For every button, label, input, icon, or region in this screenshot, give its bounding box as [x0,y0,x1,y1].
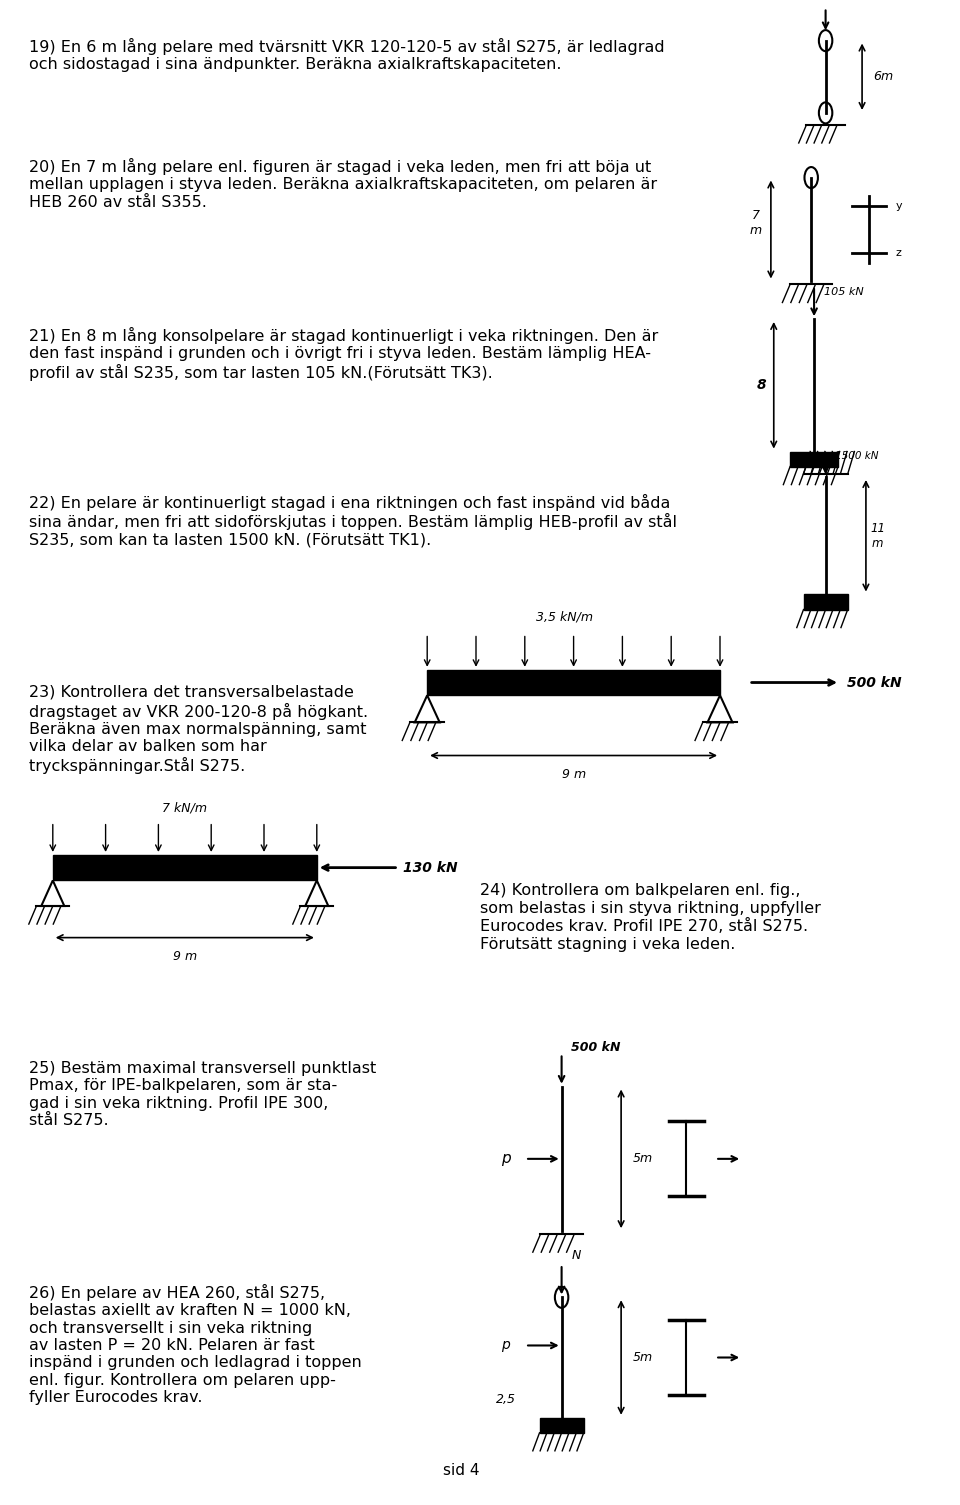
Text: 9 m: 9 m [562,768,586,781]
Text: N: N [571,1249,581,1261]
Text: 8: 8 [756,378,766,393]
Text: 24) Kontrollera om balkpelaren enl. fig.,
som belastas i sin styva riktning, upp: 24) Kontrollera om balkpelaren enl. fig.… [480,883,821,951]
Text: 500 kN: 500 kN [571,1041,621,1053]
Text: 22) En pelare är kontinuerligt stagad i ena riktningen och fast inspänd vid båda: 22) En pelare är kontinuerligt stagad i … [29,494,677,548]
Bar [540,1418,584,1433]
Text: 11
m: 11 m [870,522,885,549]
Bar [53,855,317,880]
Text: sid 4: sid 4 [443,1463,479,1478]
Text: 5m: 5m [633,1153,653,1165]
Bar [427,670,720,695]
Text: 26) En pelare av HEA 260, stål S275,
belastas axiellt av kraften N = 1000 kN,
oc: 26) En pelare av HEA 260, stål S275, bel… [29,1284,362,1406]
Text: y: y [896,202,902,211]
Text: 500 kN: 500 kN [847,676,901,689]
Text: 105 kN: 105 kN [824,287,863,296]
Text: 5m: 5m [633,1351,653,1364]
Text: 9 m: 9 m [173,950,197,963]
Text: p: p [501,1151,511,1166]
Text: 130 kN: 130 kN [403,861,458,874]
Text: z: z [896,248,901,257]
Text: 6m: 6m [874,71,894,83]
Text: 19) En 6 m lång pelare med tvärsnitt VKR 120-120-5 av stål S275, är ledlagrad
oc: 19) En 6 m lång pelare med tvärsnitt VKR… [29,38,664,72]
Text: p: p [501,1338,511,1353]
Text: 7
m: 7 m [750,209,761,238]
Text: 23) Kontrollera det transversalbelastade
dragstaget av VKR 200-120-8 på högkant.: 23) Kontrollera det transversalbelastade… [29,685,368,774]
Text: 21) En 8 m lång konsolpelare är stagad kontinuerligt i veka riktningen. Den är
d: 21) En 8 m lång konsolpelare är stagad k… [29,327,658,381]
Text: 1500 kN: 1500 kN [835,452,878,461]
Text: 25) Bestäm maximal transversell punktlast
Pmax, för IPE-balkpelaren, som är sta-: 25) Bestäm maximal transversell punktlas… [29,1061,376,1129]
Text: 20) En 7 m lång pelare enl. figuren är stagad i veka leden, men fri att böja ut
: 20) En 7 m lång pelare enl. figuren är s… [29,158,657,209]
Text: 2,5: 2,5 [496,1394,516,1406]
Text: 7 kN/m: 7 kN/m [162,801,207,814]
Bar [804,594,848,610]
Bar [790,452,838,467]
Text: 3,5 kN/m: 3,5 kN/m [536,610,592,623]
